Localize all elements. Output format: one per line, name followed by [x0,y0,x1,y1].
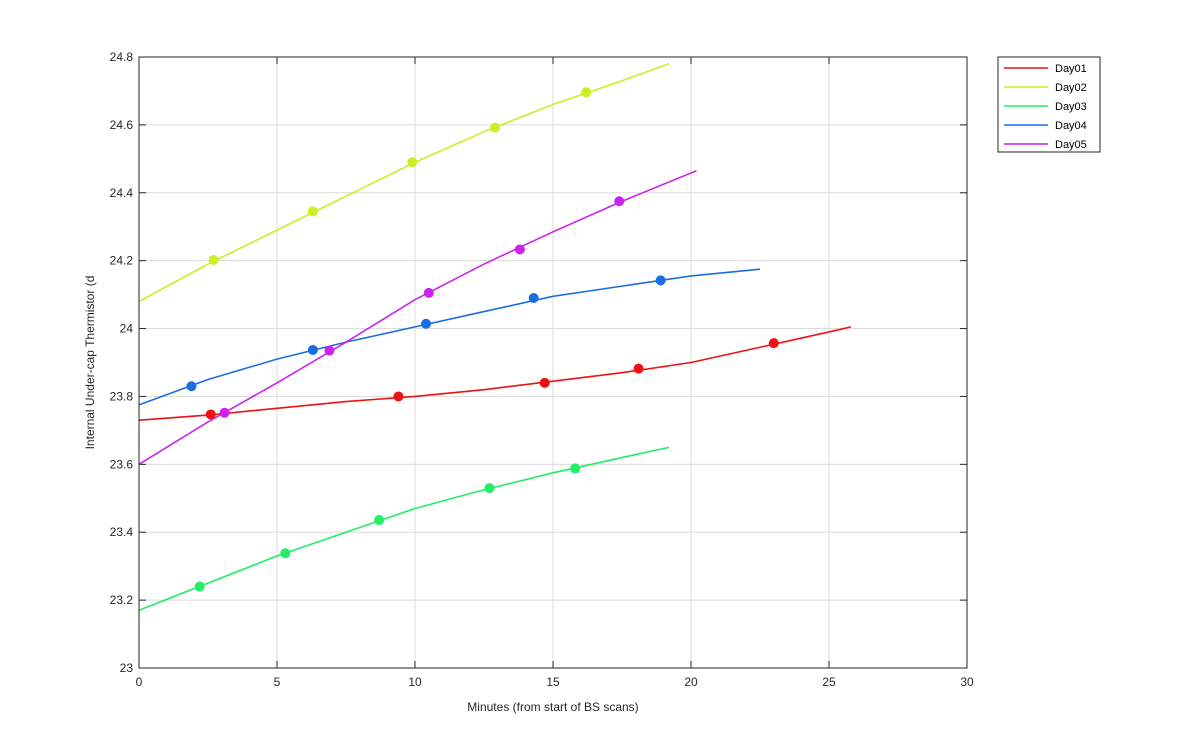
x-tick-label: 10 [408,675,422,689]
x-tick-labels: 0 5 10 15 20 25 30 [136,675,974,689]
data-point-day03 [194,581,205,592]
data-point-day03 [374,515,385,525]
legend-entry-day03: Day03 [1004,101,1087,113]
x-tick-label: 25 [822,675,836,689]
x-tick-label: 30 [960,675,974,689]
data-point-day05 [324,345,335,356]
legend-label-day01: Day01 [1055,63,1087,75]
data-point-day05 [614,196,625,207]
legend-label-day05: Day05 [1055,139,1087,151]
x-tick-label: 20 [684,675,698,689]
series-line-day05 [138,169,697,466]
y-tick-label: 23 [120,661,134,675]
grid-lines [139,57,967,668]
legend-label-day04: Day04 [1055,120,1087,132]
legend-entry-day04: Day04 [1004,120,1087,132]
legend-entry-day05: Day05 [1004,139,1087,151]
data-point-day03 [570,463,581,474]
series-day03 [138,446,670,612]
data-point-day04 [655,275,666,286]
series-layer [138,63,852,612]
legend-entry-day02: Day02 [1004,82,1087,94]
data-point-day04 [307,344,318,355]
y-tick-label: 24.6 [110,118,134,132]
legend-box [997,56,1101,153]
series-day04 [138,268,761,406]
data-point-day02 [307,206,318,217]
y-tick-labels: 23 23.2 23.4 23.6 23.8 24 24.2 24.4 24.6 24.8 [110,50,134,675]
data-point-day05 [514,244,525,255]
data-point-day03 [280,548,291,559]
y-tick-label: 24.8 [110,50,134,64]
data-point-day01 [633,363,644,374]
data-point-day01 [393,391,404,402]
y-tick-label: 24 [120,322,134,336]
y-tick-label: 23.4 [110,525,134,539]
y-tick-label: 24.4 [110,186,134,200]
data-point-day04 [528,293,539,304]
data-point-day02 [490,122,501,133]
data-point-day04 [421,318,432,329]
y-tick-label: 24.2 [110,254,134,268]
legend-label-day02: Day02 [1055,82,1087,94]
x-tick-label: 0 [136,675,143,689]
data-point-day01 [768,338,779,349]
data-point-day05 [219,407,230,418]
series-line-day03 [138,446,670,612]
y-axis-label: Internal Under-cap Thermistor (d [83,276,97,450]
data-point-day02 [208,254,219,265]
data-point-day02 [407,157,418,168]
y-tick-label: 23.2 [110,593,134,607]
x-axis-label: Minutes (from start of BS scans) [467,700,638,714]
data-point-day01 [205,409,216,420]
data-point-day04 [186,381,197,392]
legend: Day01 Day02 Day03 Day04 Day05 [997,56,1101,153]
series-day02 [138,63,670,303]
y-tick-label: 23.8 [110,389,134,403]
data-point-day02 [581,87,592,98]
x-tick-label: 15 [546,675,560,689]
legend-entry-day01: Day01 [1004,63,1087,75]
series-day01 [138,326,852,422]
data-point-day01 [539,377,550,388]
tick-marks [138,56,968,669]
x-tick-label: 5 [274,675,281,689]
legend-label-day03: Day03 [1055,101,1087,113]
data-point-day05 [423,287,434,298]
series-day05 [138,169,697,466]
data-point-day03 [484,483,495,494]
y-tick-label: 23.6 [110,457,134,471]
